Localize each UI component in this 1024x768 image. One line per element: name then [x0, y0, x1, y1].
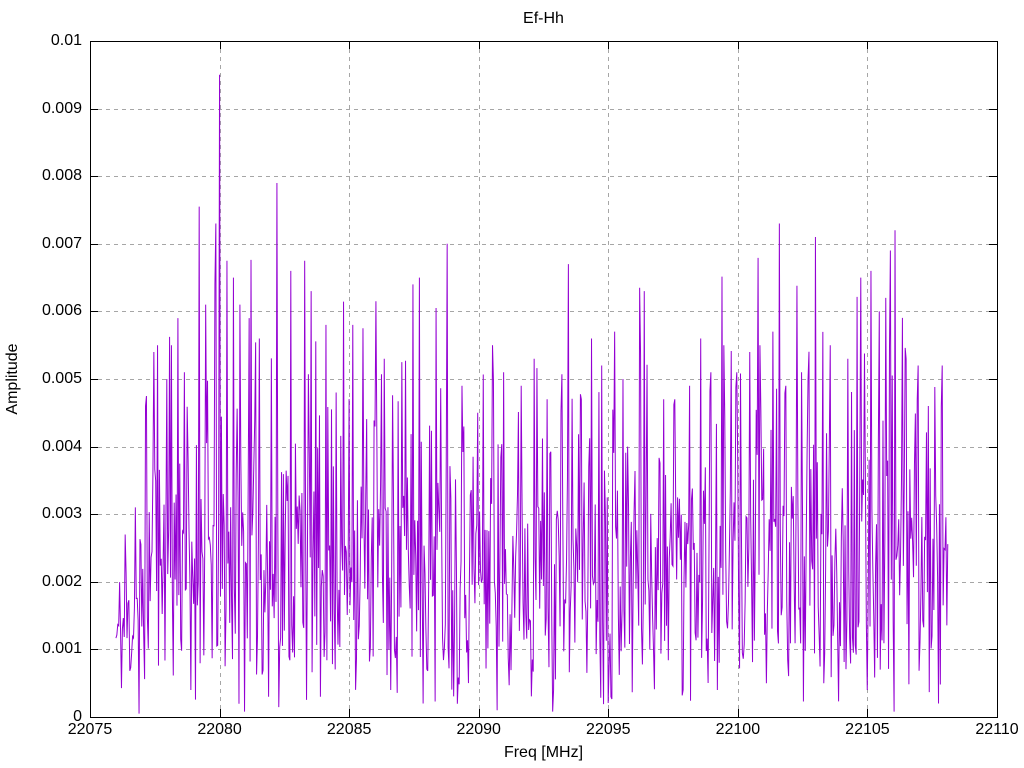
x-tick-label: 22085 [326, 721, 372, 738]
x-tick-label: 22075 [67, 721, 113, 738]
y-tick-label: 0.003 [41, 505, 82, 523]
x-tick-label: 22105 [845, 721, 890, 738]
y-tick-label: 0.002 [41, 572, 82, 590]
y-tick-label: 0.009 [41, 99, 82, 117]
x-tick-label: 22100 [715, 721, 761, 738]
y-tick-label: 0.006 [41, 302, 82, 320]
axis-ticks [90, 41, 998, 718]
y-tick-label: 0.007 [41, 234, 82, 252]
x-tick-label: 22080 [197, 721, 242, 738]
chart-title: Ef-Hh [523, 10, 564, 27]
x-tick-label: 22110 [975, 721, 1019, 738]
y-tick-label: 0.01 [50, 32, 82, 49]
y-tick-label: 0.008 [41, 167, 82, 185]
y-tick-label: 0 [73, 708, 82, 725]
x-tick-label: 22090 [456, 721, 501, 738]
data-series-line [115, 74, 949, 714]
y-tick-label: 0.004 [41, 437, 82, 455]
x-tick-label: 22095 [586, 721, 631, 738]
y-tick-label: 0.001 [41, 640, 82, 658]
y-tick-label: 0.005 [41, 370, 82, 387]
x-axis-label: Freq [MHz] [503, 744, 584, 761]
